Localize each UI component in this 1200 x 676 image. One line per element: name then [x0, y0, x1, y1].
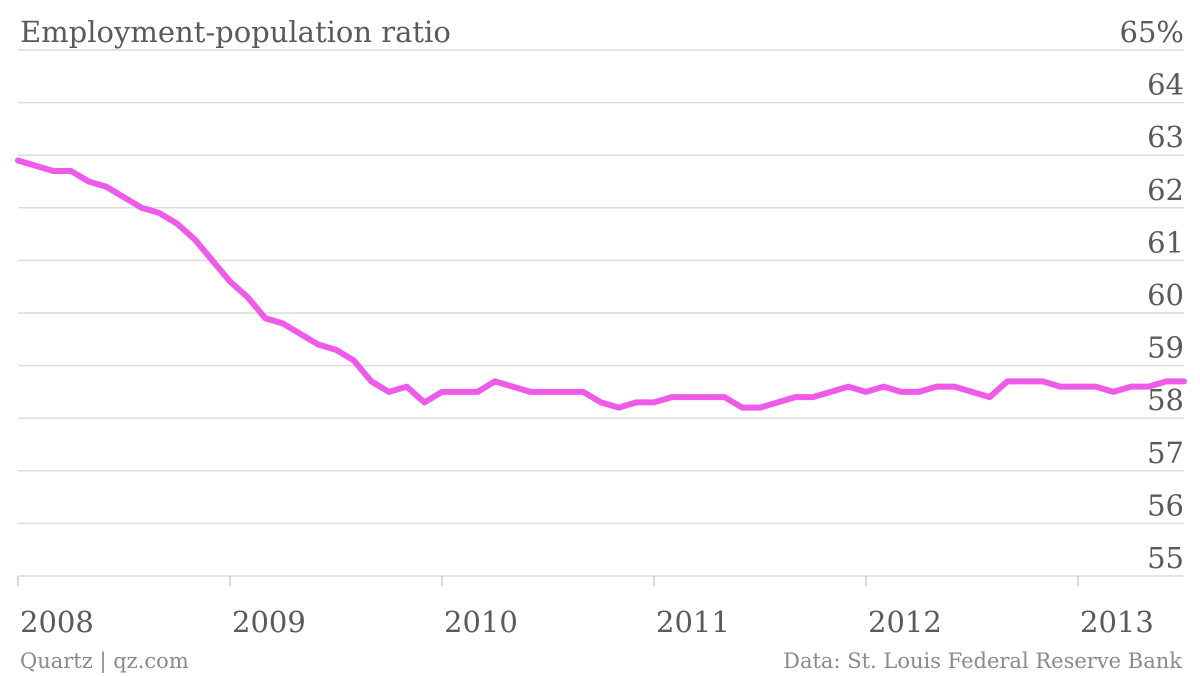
- y-tick-label-63: 63: [1147, 120, 1184, 154]
- series-layer: [15, 157, 1187, 411]
- y-tick-label-55: 55: [1147, 541, 1184, 575]
- x-tick-label-2009: 2009: [232, 605, 306, 639]
- y-tick-label-65: 65%: [1120, 15, 1184, 49]
- x-axis-labels: 2008 2009 2010 2011 2012 2013: [20, 605, 1154, 639]
- y-tick-label-62: 62: [1147, 173, 1184, 207]
- series-line-0: [15, 157, 1187, 411]
- gridlines: [18, 49, 1184, 577]
- y-tick-label-57: 57: [1147, 436, 1184, 470]
- source-credit: Quartz | qz.com: [20, 649, 189, 674]
- data-source: Data: St. Louis Federal Reserve Bank: [783, 649, 1182, 673]
- x-tick-label-2008: 2008: [20, 605, 94, 639]
- x-tick-label-2011: 2011: [656, 605, 730, 639]
- x-tick-label-2012: 2012: [868, 605, 942, 639]
- x-axis-ticks: [17, 576, 1079, 586]
- y-tick-label-56: 56: [1147, 488, 1184, 522]
- x-tick-label-2010: 2010: [444, 605, 518, 639]
- y-tick-label-58: 58: [1147, 383, 1184, 417]
- y-tick-label-61: 61: [1147, 225, 1184, 259]
- y-tick-label-59: 59: [1147, 331, 1184, 365]
- x-tick-label-2013: 2013: [1080, 605, 1154, 639]
- chart-title: Employment-population ratio: [20, 15, 451, 49]
- y-axis-labels: 65% 64 63 62 61 60 59 58 57 56 55: [1120, 15, 1184, 575]
- y-tick-label-60: 60: [1147, 278, 1184, 312]
- y-tick-label-64: 64: [1147, 68, 1184, 102]
